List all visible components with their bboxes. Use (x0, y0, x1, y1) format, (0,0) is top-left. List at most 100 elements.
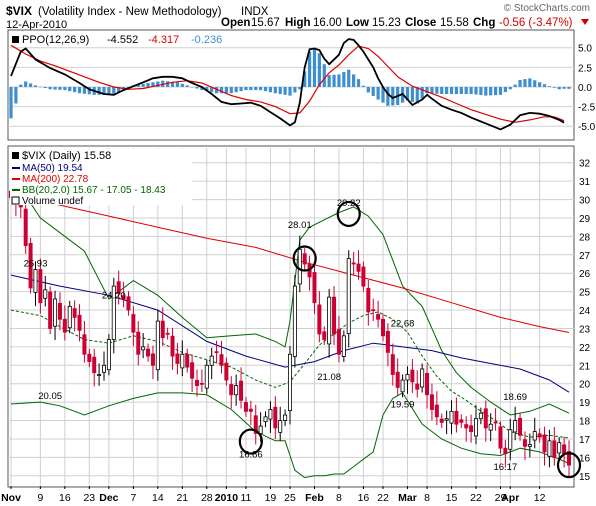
candle-body (82, 334, 87, 355)
candle-body (126, 296, 131, 311)
x-tick-label: 15 (446, 492, 458, 504)
candle-body (400, 379, 405, 393)
ppo-histogram-bar (342, 72, 346, 87)
candle-body (532, 431, 537, 441)
ppo-histogram-bar (229, 86, 233, 94)
price-y-axis: 32 31 30 29 28 27 26 25 24 23 22 21 20 19 18 17 16 15 (579, 159, 591, 483)
candle-body (273, 406, 278, 429)
candle-body (28, 242, 33, 289)
ppo-histogram-bar (112, 86, 116, 94)
ppo-histogram-bar (371, 86, 375, 96)
ppo-histogram-bar (219, 86, 224, 94)
price-label: 18.69 (503, 392, 527, 403)
candle-body (258, 425, 263, 434)
x-tick-label: Mar (398, 492, 417, 504)
candle-body (175, 353, 180, 364)
candle-body (248, 408, 253, 412)
ppo-histogram-bar (542, 84, 547, 87)
ppo-histogram-bar (366, 86, 370, 93)
ppo-histogram-bar (24, 81, 28, 87)
ppo-panel: 5.0 2.5 0.0 -2.5 -5.0 PPO(12,26,9) -4.552 -4… (7, 29, 596, 141)
candle-body (292, 285, 297, 357)
ppo-histogram-bar (43, 86, 47, 89)
ppo-histogram-bar (489, 86, 493, 96)
price-legend-bg (10, 149, 192, 205)
candle-body (522, 439, 527, 447)
candle-body (72, 308, 77, 318)
ppo-histogram-bar (38, 86, 42, 88)
candle-body (150, 353, 155, 366)
chg-label: Chg (473, 17, 495, 29)
down-arrow-icon (581, 19, 589, 25)
ppo-histogram-bar (48, 86, 52, 90)
x-tick-label: Dec (99, 492, 118, 504)
ppo-histogram-bar (200, 86, 204, 91)
ppo-tick-label: 5.0 (578, 44, 592, 55)
ppo-histogram-bar (523, 79, 527, 87)
ppo-histogram-bar (425, 86, 429, 94)
ppo-histogram-bar (185, 85, 189, 87)
candle-body (141, 346, 146, 351)
x-tick-label: 9 (37, 492, 43, 504)
candle-body (376, 314, 381, 320)
candle-body (268, 409, 273, 420)
candle-body (371, 309, 376, 312)
ppo-histogram-bar (440, 86, 444, 95)
candle-body (444, 418, 449, 421)
ppo-histogram-bar (180, 83, 184, 87)
candle-body (356, 263, 361, 272)
ppo-histogram-bar (410, 86, 414, 102)
ppo-histogram-bar (63, 86, 67, 91)
ppo-histogram-bar (327, 75, 331, 87)
x-tick-label: 11 (240, 492, 251, 504)
candle-body (552, 440, 557, 458)
candle-body (385, 331, 390, 353)
candle-body (302, 253, 307, 265)
ppo-histogram-bar (547, 86, 552, 87)
ppo-legend-swatch (12, 36, 19, 43)
candle-body (165, 332, 170, 335)
highlight-circle (292, 245, 317, 272)
ppo-histogram-bar (562, 86, 566, 89)
ppo-histogram-bar (254, 86, 258, 91)
candle-body (449, 410, 454, 424)
ppo-histogram-bar (293, 86, 297, 93)
ppo-histogram-bar (332, 74, 336, 87)
x-axis: Nov 9 16 23 Dec 7 14 21 28 2010 11 19 25 Feb 8 16 22 Mar 8… (1, 486, 546, 504)
price-label: 19.59 (391, 399, 415, 410)
ppo-histogram-bar (175, 82, 180, 87)
ppo-histogram-bar (430, 86, 434, 94)
ppo-histogram-bar (361, 85, 366, 87)
price-tick-label: 18 (579, 417, 591, 428)
ppo-histogram-bar (405, 86, 410, 101)
ppo-tick-label: -2.5 (578, 103, 596, 114)
x-tick-label: 8 (336, 492, 342, 504)
candle-body (185, 353, 190, 368)
ppo-histogram-bar (528, 78, 532, 87)
ppo-histogram-bar (268, 86, 273, 93)
ppo-histogram-bar (469, 86, 473, 95)
candle-body (229, 384, 234, 396)
price-tick-label: 20 (579, 380, 591, 391)
ppo-histogram-bar (376, 86, 380, 100)
x-tick-label: 14 (152, 492, 164, 504)
volume-legend-swatch (11, 196, 20, 205)
price-label: 16.17 (493, 462, 517, 473)
ppo-histogram-bar (107, 86, 111, 95)
candle-body (380, 318, 385, 337)
candle-body (473, 418, 478, 437)
candle-body (219, 354, 224, 366)
ppo-histogram-bar (347, 69, 351, 87)
candle-body (253, 415, 258, 434)
candle-body (92, 356, 97, 374)
ppo-histogram-bar (190, 86, 194, 88)
highlight-circle (556, 452, 582, 479)
ppo-histogram-bar (58, 86, 62, 90)
x-tick-label: 16 (358, 492, 370, 504)
bb-upper-band (10, 173, 570, 416)
price-tick-label: 31 (579, 177, 591, 188)
x-tick-label: 12 (534, 492, 546, 504)
candle-body (327, 296, 332, 345)
ppo-legend-bg (10, 33, 242, 45)
candle-body (121, 295, 126, 300)
